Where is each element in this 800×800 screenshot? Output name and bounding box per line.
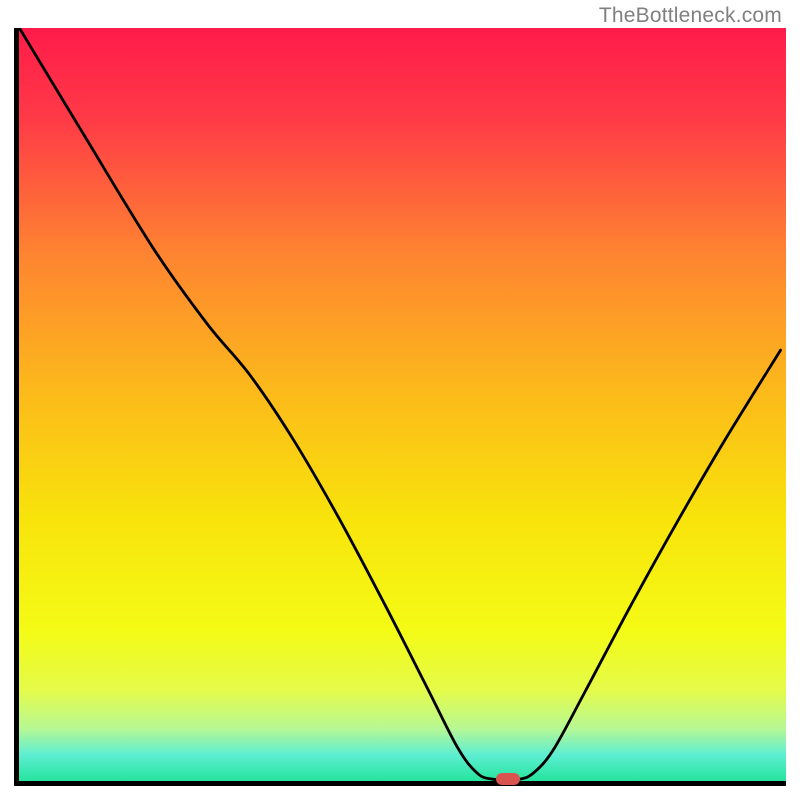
optimum-marker bbox=[496, 773, 521, 785]
bottleneck-curve bbox=[14, 28, 786, 786]
watermark-text: TheBottleneck.com bbox=[599, 4, 782, 28]
plot-area bbox=[14, 28, 786, 786]
bottleneck-chart: TheBottleneck.com bbox=[0, 0, 800, 800]
